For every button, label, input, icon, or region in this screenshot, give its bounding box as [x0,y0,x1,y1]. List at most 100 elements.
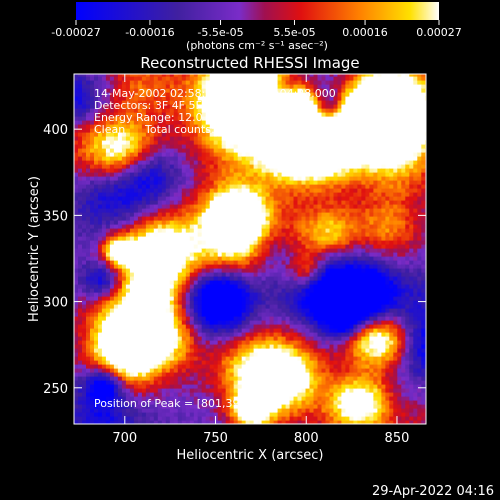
heatmap-cell [101,236,107,241]
heatmap-cell [161,272,167,277]
heatmap-cell [125,260,131,265]
heatmap-cell [125,272,131,277]
heatmap-cell [265,164,271,169]
heatmap-cell [217,388,223,393]
heatmap-cell [141,344,147,349]
heatmap-cell [293,304,299,309]
heatmap-cell [269,108,275,113]
heatmap-cell [297,376,303,381]
heatmap-cell [221,184,227,189]
heatmap-cell [277,288,283,293]
heatmap-cell [181,132,187,137]
heatmap-cell [173,160,179,165]
heatmap-cell [149,244,155,249]
heatmap-cell [285,412,291,417]
heatmap-cell [145,272,151,277]
heatmap-cell [217,144,223,149]
heatmap-cell [113,168,119,173]
heatmap-cell [229,416,235,421]
heatmap-cell [241,144,247,149]
heatmap-cell [86,332,91,337]
heatmap-cell [133,324,139,329]
heatmap-cell [129,136,135,141]
heatmap-cell [225,200,231,205]
heatmap-cell [129,364,135,369]
heatmap-cell [109,152,115,157]
heatmap-cell [105,148,111,153]
heatmap-cell [233,372,239,377]
heatmap-cell [229,104,235,109]
heatmap-cell [121,264,127,269]
heatmap-cell [157,300,163,305]
heatmap-cell [105,348,111,353]
heatmap-cell [74,368,79,373]
heatmap-cell [189,348,195,353]
heatmap-cell [78,320,83,325]
heatmap-cell [185,224,191,229]
heatmap-cell [105,264,111,269]
heatmap-cell [82,256,87,261]
heatmap-cell [253,340,259,345]
heatmap-cell [153,116,159,121]
heatmap-cell [257,324,263,329]
heatmap-cell [197,252,203,257]
heatmap-cell [181,404,187,409]
heatmap-cell [86,284,91,289]
heatmap-cell [229,408,235,413]
heatmap-cell [86,348,91,353]
heatmap-cell [125,204,131,209]
heatmap-cell [165,124,171,129]
heatmap-cell [193,412,199,417]
heatmap-cell [293,416,299,421]
heatmap-cell [90,364,95,369]
heatmap-cell [94,128,99,133]
heatmap-cell [269,184,275,189]
heatmap-cell [94,220,99,225]
heatmap-cell [289,100,295,105]
heatmap-cell [249,332,255,337]
heatmap-cell [137,312,143,317]
heatmap-cell [149,324,155,329]
heatmap-cell [201,324,207,329]
heatmap-cell [253,108,259,113]
heatmap-cell [153,188,159,193]
heatmap-cell [161,212,167,217]
heatmap-cell [205,144,211,149]
heatmap-cell [98,160,103,165]
heatmap-cell [133,400,139,405]
heatmap-cell [169,264,175,269]
heatmap-cell [153,308,159,313]
heatmap-cell [157,224,163,229]
heatmap-cell [157,404,163,409]
heatmap-cell [197,364,203,369]
heatmap-cell [169,312,175,317]
heatmap-cell [289,120,295,125]
heatmap-cell [189,74,195,77]
heatmap-cell [86,88,91,93]
heatmap-cell [121,180,127,185]
heatmap-cell [277,184,283,189]
heatmap-cell [209,128,215,133]
heatmap-cell [105,304,111,309]
heatmap-cell [141,252,147,257]
heatmap-cell [157,88,163,93]
heatmap-cell [145,132,151,137]
heatmap-cell [129,336,135,341]
heatmap-cell [221,192,227,197]
heatmap-cell [133,304,139,309]
heatmap-cell [237,320,243,325]
heatmap-cell [297,320,303,325]
heatmap-cell [289,208,295,213]
heatmap-cell [141,316,147,321]
heatmap-cell [289,76,295,81]
heatmap-cell [189,384,195,389]
heatmap-cell [145,384,151,389]
heatmap-cell [173,256,179,261]
heatmap-cell [109,384,115,389]
heatmap-cell [173,416,179,421]
heatmap-cell [161,344,167,349]
heatmap-cell [129,204,135,209]
heatmap-cell [241,196,247,201]
heatmap-cell [265,284,271,289]
heatmap-cell [113,288,119,293]
